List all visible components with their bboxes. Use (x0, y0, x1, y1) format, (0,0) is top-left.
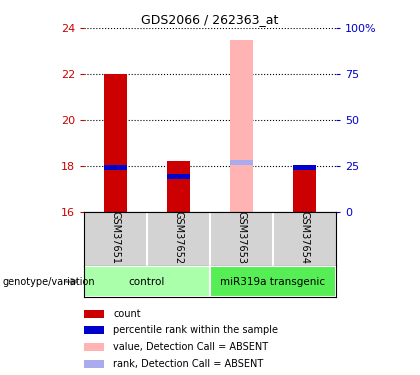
Bar (168, 174, 189, 179)
Text: GSM37652: GSM37652 (173, 211, 184, 264)
Text: GSM37651: GSM37651 (110, 211, 121, 264)
Bar (168, 161, 189, 212)
Text: GSM37653: GSM37653 (236, 211, 247, 264)
Bar (84, 343, 104, 351)
Text: rank, Detection Call = ABSENT: rank, Detection Call = ABSENT (113, 359, 264, 369)
Bar (84, 360, 104, 368)
Text: count: count (113, 309, 141, 319)
Bar (294, 166, 315, 212)
Title: GDS2066 / 262363_at: GDS2066 / 262363_at (141, 13, 279, 26)
Text: control: control (129, 277, 165, 286)
Bar (84, 326, 104, 334)
Bar (231, 160, 252, 165)
Text: GSM37654: GSM37654 (299, 211, 310, 264)
Text: percentile rank within the sample: percentile rank within the sample (113, 326, 278, 335)
Bar (84, 266, 210, 297)
Bar (231, 40, 252, 212)
Text: value, Detection Call = ABSENT: value, Detection Call = ABSENT (113, 342, 269, 352)
Bar (84, 310, 104, 318)
Bar (210, 266, 336, 297)
Bar (294, 165, 315, 170)
Bar (105, 165, 126, 170)
Text: miR319a transgenic: miR319a transgenic (220, 277, 326, 286)
Bar (105, 74, 126, 212)
Text: genotype/variation: genotype/variation (2, 277, 95, 286)
